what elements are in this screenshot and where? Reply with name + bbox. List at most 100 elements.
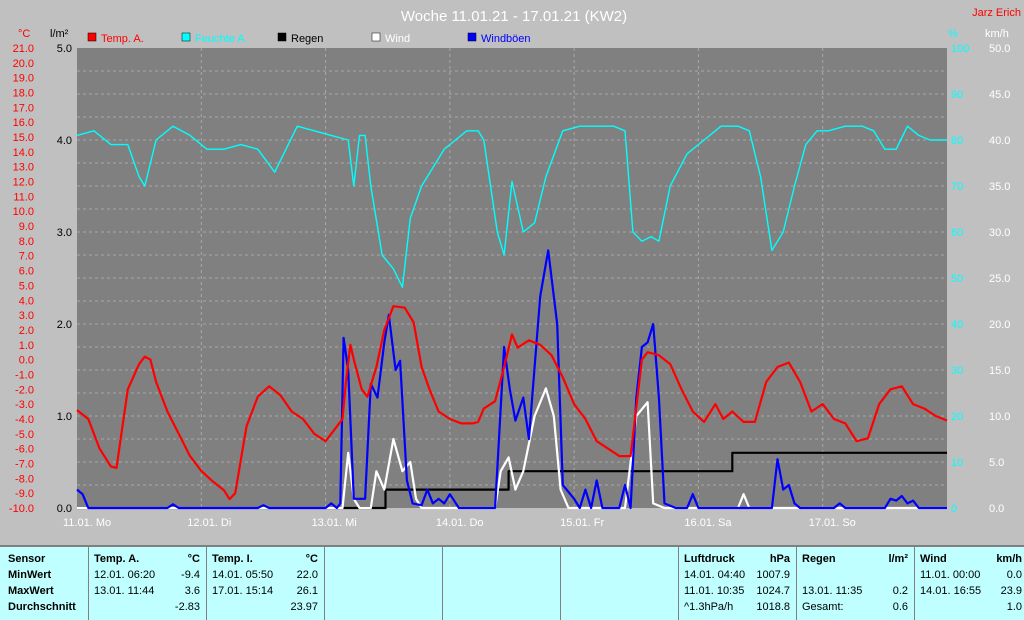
series-line-feuchte-a	[76, 125, 947, 288]
temp-tick-label: 6.0	[19, 266, 34, 278]
temp-tick-label: 3.0	[19, 310, 34, 322]
sensor-header: Sensor	[8, 553, 46, 565]
max-label: MaxWert	[8, 585, 54, 597]
humidity-tick-label: 90	[951, 89, 963, 101]
temp-tick-label: -9.0	[15, 488, 34, 500]
wind-min-value: 0.0	[1006, 569, 1022, 581]
wind-unit: km/h	[996, 553, 1022, 565]
grid	[77, 48, 947, 508]
temp-a-header: Temp. A.	[94, 553, 140, 565]
humidity-tick-label: 20	[951, 411, 963, 423]
rain-total-label: Gesamt:	[802, 601, 844, 613]
temp-tick-label: -4.0	[15, 414, 34, 426]
separator	[796, 547, 797, 620]
temp-tick-label: 9.0	[19, 221, 34, 233]
x-tick-label: 14.01. Do	[436, 517, 484, 529]
pressure-unit: hPa	[769, 553, 790, 565]
series-line-temp-a	[76, 305, 948, 501]
temp-tick-label: 1.0	[19, 340, 34, 352]
rain-unit: l/m²	[888, 553, 908, 565]
wind-column: Wind km/h 11.01. 00:00 0.0 14.01. 16:55 23.…	[920, 551, 1022, 615]
temp-tick-label: 18.0	[13, 88, 34, 100]
x-tick-label: 17.01. So	[809, 517, 856, 529]
temp-tick-label: -10.0	[9, 503, 34, 515]
temp-a-min-time: 12.01. 06:20	[94, 569, 156, 581]
rain-unit-label: l/m²	[50, 28, 69, 40]
pressure-column: Luftdruck hPa 14.01. 04:40 1007.9 11.01. 1…	[684, 551, 790, 615]
wind-tick-label: 35.0	[989, 181, 1010, 193]
pressure-header: Luftdruck	[684, 553, 735, 565]
rain-header: Regen	[802, 553, 836, 565]
temp-a-max-time: 13.01. 11:44	[94, 585, 155, 597]
temp-a-max-value: 3.6	[184, 585, 200, 597]
wind-tick-label: 45.0	[989, 89, 1010, 101]
separator	[678, 547, 679, 620]
humidity-tick-label: 40	[951, 319, 963, 331]
wind-max-value: 23.9	[1000, 585, 1022, 597]
temp-tick-label: 11.0	[13, 191, 34, 203]
sensor-column: Sensor MinWert MaxWert Durchschnitt	[8, 551, 86, 615]
temp-tick-label: -1.0	[15, 369, 34, 381]
temp-a-avg-value: -2.83	[174, 601, 200, 613]
temp-tick-label: 14.0	[13, 147, 34, 159]
legend-label: Regen	[291, 33, 323, 45]
legend: Temp. A. Feuchte A. Regen Wind Windböen	[87, 32, 531, 45]
wind-tick-label: 10.0	[989, 411, 1010, 423]
axis-units: °C l/m²% km/h	[18, 28, 1009, 40]
wind-tick-label: 15.0	[989, 365, 1010, 377]
separator	[206, 547, 207, 620]
separator	[324, 547, 325, 620]
series-line-windb-en	[76, 249, 947, 510]
pressure-min-value: 1007.9	[756, 569, 790, 581]
pressure-min-time: 14.01. 04:40	[684, 569, 746, 581]
stats-table: Sensor MinWert MaxWert Durchschnitt Temp…	[0, 545, 1024, 620]
legend-label: Feuchte A.	[195, 33, 248, 45]
legend-swatch	[467, 32, 477, 42]
temp-i-header: Temp. I.	[212, 553, 253, 565]
wind-min-time: 11.01. 00:00	[920, 569, 981, 581]
rain-tick-label: 5.0	[57, 43, 72, 55]
legend-label: Wind	[385, 33, 410, 45]
x-tick-label: 16.01. Sa	[684, 517, 732, 529]
temp-i-min-time: 14.01. 05:50	[212, 569, 274, 581]
min-label: MinWert	[8, 569, 52, 581]
temp-a-column: Temp. A. °C 12.01. 06:20 -9.4 13.01. 11:44…	[94, 551, 200, 615]
separator	[442, 547, 443, 620]
temp-tick-label: 17.0	[13, 102, 34, 114]
series-line-regen	[77, 451, 947, 510]
wind-avg-value: 1.0	[1006, 601, 1022, 613]
wind-tick-label: 0.0	[989, 503, 1004, 515]
pressure-trend: ^1.3hPa/h	[684, 601, 734, 613]
chart-title: Woche 11.01.21 - 17.01.21 (KW2)	[401, 8, 627, 25]
x-tick-label: 12.01. Di	[187, 517, 231, 529]
temp-tick-label: 0.0	[19, 355, 34, 367]
temp-i-min-value: 22.0	[296, 569, 318, 581]
axis-labels: -10.0 -9.0 -8.0 -7.0 -6.0 -5.0 -4.0 -3.0 -2.0 -1.…	[9, 43, 1011, 529]
pressure-max-value: 1024.7	[756, 585, 790, 597]
wind-tick-label: 40.0	[989, 135, 1010, 147]
rain-tick-label: 0.0	[57, 503, 72, 515]
separator	[560, 547, 561, 620]
humidity-tick-label: 30	[951, 365, 963, 377]
humidity-unit-label: %	[948, 28, 958, 40]
rain-tick-label: 1.0	[57, 411, 72, 423]
rain-column: Regen l/m² 13.01. 11:35 0.2 Gesamt: 0.6	[802, 551, 908, 615]
separator	[914, 547, 915, 620]
temp-i-column: Temp. I. °C 14.01. 05:50 22.0 17.01. 15:14…	[212, 551, 318, 615]
humidity-tick-label: 50	[951, 273, 963, 285]
temp-tick-label: -2.0	[15, 384, 34, 396]
humidity-tick-label: 70	[951, 181, 963, 193]
temp-tick-label: 8.0	[19, 236, 34, 248]
avg-label: Durchschnitt	[8, 601, 76, 613]
rain-tick-label: 2.0	[57, 319, 72, 331]
temp-a-min-value: -9.4	[181, 569, 200, 581]
rain-tick-label: 4.0	[57, 135, 72, 147]
temp-tick-label: 7.0	[19, 251, 34, 263]
temp-tick-label: 2.0	[19, 325, 34, 337]
temp-tick-label: 19.0	[13, 73, 34, 85]
temp-tick-label: 12.0	[13, 177, 34, 189]
x-tick-label: 13.01. Mi	[312, 517, 357, 529]
temp-i-avg-value: 23.97	[290, 601, 318, 613]
wind-unit-label: km/h	[985, 28, 1009, 40]
wind-tick-label: 25.0	[989, 273, 1010, 285]
